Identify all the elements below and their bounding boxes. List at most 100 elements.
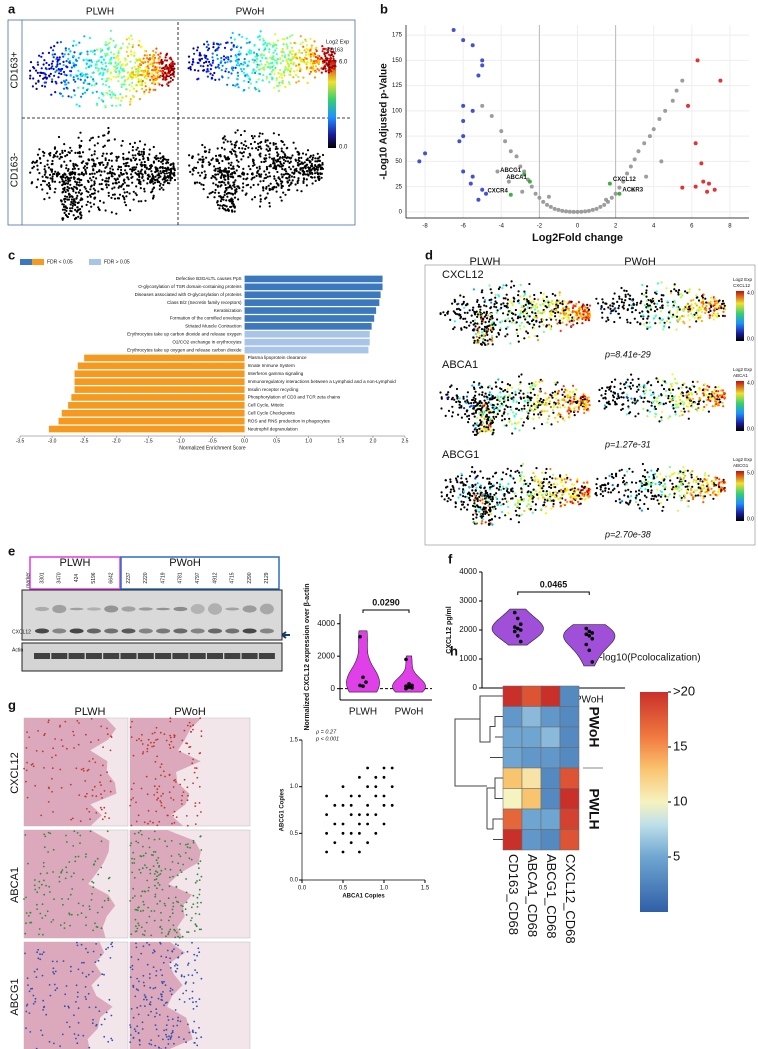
cell-dot <box>517 299 520 302</box>
cell-dot <box>282 191 285 194</box>
cell-dot <box>519 312 522 315</box>
cell-dot <box>286 160 290 163</box>
cell-dot <box>247 51 250 54</box>
cell-dot <box>234 131 237 134</box>
cell-dot <box>661 306 664 310</box>
cell-dot <box>561 404 565 407</box>
cell-dot <box>129 100 132 103</box>
cell-dot <box>478 326 481 329</box>
cell-dot <box>72 44 75 47</box>
cell-dot <box>676 311 679 314</box>
cell-dot <box>488 385 491 388</box>
cell-dot <box>294 183 297 186</box>
cell-dot <box>496 413 499 416</box>
cell-dot <box>545 295 548 298</box>
cell-dot <box>215 42 218 45</box>
cell-dot <box>672 398 675 401</box>
cell-dot <box>474 401 477 404</box>
cell-dot <box>478 334 481 338</box>
cell-dot <box>157 82 160 85</box>
cell-dot <box>63 208 66 211</box>
cell-dot <box>98 163 102 166</box>
cell-dot <box>559 490 562 494</box>
cell-dot <box>548 491 552 494</box>
cell-dot <box>280 150 283 153</box>
cell-dot <box>239 46 243 49</box>
cell-dot <box>496 395 499 398</box>
cell-dot <box>235 159 239 162</box>
cell-dot <box>163 172 166 175</box>
cell-dot <box>477 305 480 308</box>
cell-dot <box>259 180 262 183</box>
cell-dot <box>222 55 226 58</box>
cell-dot <box>260 54 263 57</box>
cell-dot <box>94 189 97 192</box>
cell-dot <box>153 181 157 184</box>
cell-dot <box>95 177 98 180</box>
cell-dot <box>559 406 562 409</box>
cell-dot <box>685 405 688 408</box>
cell-dot <box>646 285 649 288</box>
cell-dot <box>681 315 684 318</box>
cell-dot <box>485 413 488 416</box>
cell-dot <box>284 160 287 163</box>
cell-dot <box>58 157 61 160</box>
cell-dot <box>92 175 95 179</box>
cell-dot <box>497 488 500 491</box>
cell-dot <box>518 314 521 317</box>
cell-dot <box>153 56 157 60</box>
cell-dot <box>120 184 123 187</box>
cell-dot <box>625 396 628 399</box>
cell-dot <box>140 161 143 164</box>
cell-dot <box>225 199 228 202</box>
cell-dot <box>585 486 588 489</box>
cell-dot <box>127 178 130 181</box>
cell-dot <box>107 176 111 179</box>
cell-dot <box>76 74 79 77</box>
cell-dot <box>290 58 293 62</box>
cell-dot <box>106 53 109 56</box>
panel-letter: f <box>448 551 453 566</box>
cell-dot <box>122 179 125 182</box>
cell-dot <box>35 87 38 90</box>
cell-dot <box>204 173 207 176</box>
cell-dot <box>135 84 138 87</box>
cell-dot <box>721 389 725 392</box>
cell-dot <box>116 157 119 160</box>
cell-dot <box>36 164 39 167</box>
cell-dot <box>119 67 122 70</box>
cell-dot <box>193 69 196 72</box>
cell-dot <box>626 378 629 381</box>
cell-dot <box>611 394 615 397</box>
cell-dot <box>472 306 475 309</box>
cell-dot <box>99 72 102 75</box>
cell-dot <box>551 302 554 306</box>
cell-dot <box>62 70 66 74</box>
cell-dot <box>275 186 278 189</box>
cell-dot <box>705 304 708 308</box>
cell-dot <box>216 203 220 207</box>
cell-dot <box>77 167 80 171</box>
cell-dot <box>117 80 120 83</box>
cell-dot <box>71 168 74 171</box>
cell-dot <box>667 394 670 398</box>
cell-dot <box>504 514 507 517</box>
cell-dot <box>142 179 145 182</box>
cell-dot <box>97 135 100 138</box>
cell-dot <box>202 158 205 161</box>
cell-dot <box>258 167 261 170</box>
cell-dot <box>587 308 591 311</box>
cell-dot <box>261 79 264 82</box>
cell-dot <box>119 104 122 107</box>
cell-dot <box>95 90 98 93</box>
cell-dot <box>68 177 71 180</box>
cell-dot <box>595 297 598 300</box>
cell-dot <box>565 400 568 403</box>
cell-dot <box>654 305 657 308</box>
cell-dot <box>47 181 51 185</box>
cell-dot <box>659 402 662 405</box>
cell-dot <box>167 84 170 87</box>
cell-dot <box>230 72 233 75</box>
cell-dot <box>71 204 74 207</box>
cell-dot <box>132 75 135 78</box>
